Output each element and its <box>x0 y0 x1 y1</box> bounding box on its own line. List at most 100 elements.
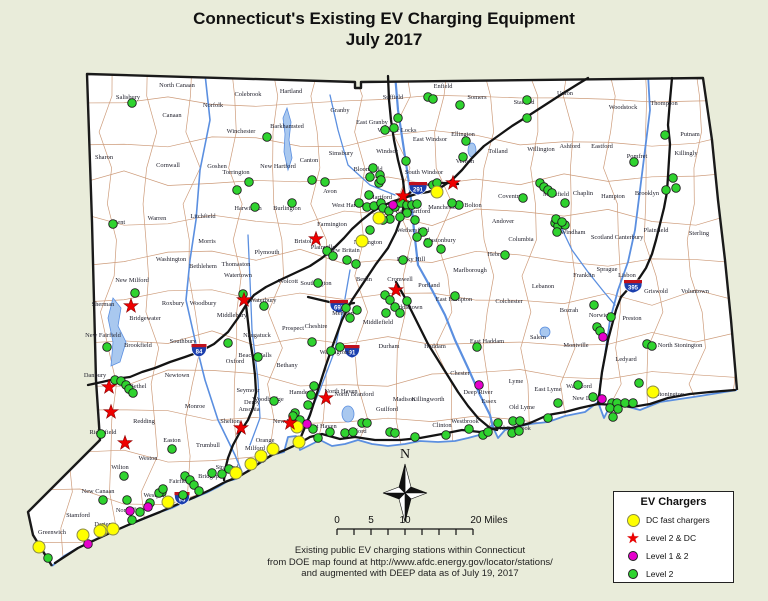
town-label-vernon: Vernon <box>456 158 475 165</box>
legend-label-level2-dc: Level 2 & DC <box>646 533 697 543</box>
legend-item-level2: Level 2 <box>620 565 727 583</box>
level2-dc-star-icon: ★ <box>626 529 640 547</box>
marker-level2-dc-star <box>388 281 404 297</box>
marker-level2 <box>119 471 129 481</box>
scale-label: 0 <box>334 515 340 526</box>
town-label-lyme: Lyme <box>509 378 524 385</box>
town-label-north-stonington: North Stonington <box>658 342 703 349</box>
town-label-new-canaan: New Canaan <box>82 488 116 495</box>
marker-level2 <box>253 352 263 362</box>
town-label-ellington: Ellington <box>451 131 476 138</box>
town-label-east-haddam: East Haddam <box>470 338 504 345</box>
legend-label-level1-2: Level 1 & 2 <box>646 551 689 561</box>
town-label-middletown: Middletown <box>391 304 423 311</box>
marker-level2 <box>376 175 386 185</box>
caption-line3: and augmented with DEEP data as of July … <box>301 568 519 579</box>
marker-level2 <box>560 198 570 208</box>
marker-level2 <box>660 130 670 140</box>
town-label-killingly: Killingly <box>674 150 698 157</box>
lake-gardner <box>539 326 551 338</box>
marker-level2 <box>130 288 140 298</box>
level2-icon <box>620 569 646 579</box>
river-connecticut <box>393 74 497 437</box>
town-label-new-fairfield: New Fairfield <box>85 332 121 339</box>
town-boundary-line <box>35 248 737 267</box>
marker-level2 <box>552 227 562 237</box>
town-label-sherman: Sherman <box>92 301 116 308</box>
town-label-torrington: Torrington <box>222 169 250 176</box>
town-label-bolton: Bolton <box>464 202 482 209</box>
marker-level2 <box>608 412 618 422</box>
town-label-willington: Willington <box>527 146 555 153</box>
town-boundary-line <box>140 74 160 565</box>
marker-level2-dc-star <box>101 378 117 394</box>
town-label-east-windsor: East Windsor <box>413 136 448 143</box>
caption-line2: from DOE map found at http://www.afdc.en… <box>267 556 553 568</box>
town-label-andover: Andover <box>492 218 515 225</box>
marker-level2 <box>320 177 330 187</box>
highway-Route-9 <box>394 280 499 432</box>
town-label-norfolk: Norfolk <box>203 102 224 109</box>
marker-level2 <box>395 212 405 222</box>
marker-level1-2 <box>125 506 135 516</box>
town-label-eastford: Eastford <box>591 143 613 150</box>
marker-level2 <box>307 337 317 347</box>
marker-level2-dc-star <box>103 403 119 419</box>
marker-level2-dc-star <box>123 297 139 313</box>
level1-2-icon <box>620 551 646 561</box>
marker-level2 <box>352 305 362 315</box>
town-label-franklin: Franklin <box>573 272 595 279</box>
marker-level2 <box>244 177 254 187</box>
town-label-essex: Essex <box>482 398 498 405</box>
interstate-shield-84: 84 <box>191 343 207 358</box>
marker-level2 <box>613 404 623 414</box>
town-label-plainville: Plainville <box>311 244 336 251</box>
marker-level2 <box>127 98 137 108</box>
marker-level2-dc-star <box>308 230 324 246</box>
town-label-sterling: Sterling <box>689 230 710 237</box>
town-label-bloomfield: Bloomfield <box>353 166 383 173</box>
marker-level2-dc-star <box>445 174 461 190</box>
legend-item-dc-fast: DC fast chargers <box>620 511 727 529</box>
ev-markers <box>32 92 681 563</box>
marker-level2 <box>634 378 644 388</box>
town-boundary-line <box>35 330 737 346</box>
scale-label: 10 <box>399 515 411 526</box>
interstate-shield-395: 395 <box>623 279 643 294</box>
town-label-woodbury: Woodbury <box>190 300 218 307</box>
marker-level2 <box>557 217 567 227</box>
town-label-roxbury: Roxbury <box>162 300 185 307</box>
marker-level2 <box>668 173 678 183</box>
town-label-manchester: Manchester <box>428 204 459 211</box>
town-label-greenwich: Greenwich <box>38 529 67 536</box>
town-label-wethersfield: Wethersfield <box>397 227 430 234</box>
town-label-south-windsor: South Windsor <box>405 169 444 176</box>
town-label-berlin: Berlin <box>356 276 373 283</box>
compass-point <box>398 463 406 494</box>
town-label-easton: Easton <box>163 437 181 444</box>
marker-level2 <box>605 403 615 413</box>
marker-dc-fast <box>106 522 120 536</box>
town-label-deep-river: Deep River <box>463 389 493 396</box>
river-farmington <box>329 94 396 196</box>
marker-level2 <box>455 100 465 110</box>
town-label-prospect: Prospect <box>282 325 304 332</box>
marker-level2 <box>167 444 177 454</box>
town-label-colchester: Colchester <box>495 298 523 305</box>
marker-level1-2 <box>597 394 607 404</box>
marker-level2 <box>518 193 528 203</box>
shield-number: 691 <box>334 305 345 311</box>
marker-level2 <box>325 427 335 437</box>
town-label-east-hartford: East Hartford <box>396 208 431 215</box>
marker-dc-fast <box>372 211 386 225</box>
town-label-litchfield: Litchfield <box>190 213 216 220</box>
town-label-milford: Milford <box>245 445 266 452</box>
marker-level2 <box>96 429 106 439</box>
marker-level2 <box>102 342 112 352</box>
marker-level2 <box>232 185 242 195</box>
marker-level2 <box>368 163 378 173</box>
town-label-windsor: Windsor <box>376 148 399 155</box>
town-label-north-canaan: North Canaan <box>159 82 195 89</box>
marker-level2 <box>423 238 433 248</box>
